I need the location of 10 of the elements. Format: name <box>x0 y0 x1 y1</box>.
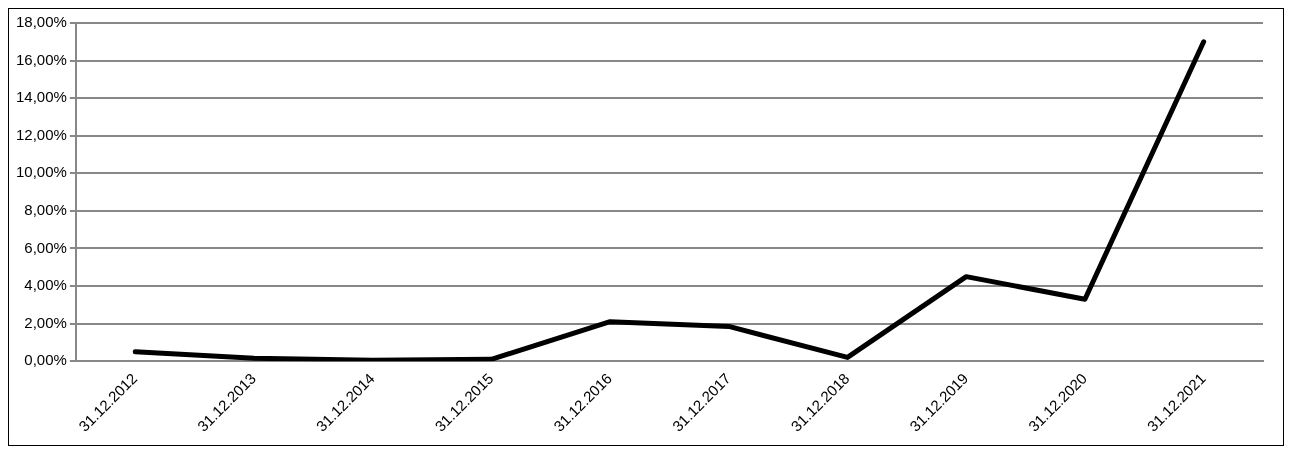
y-tick-label: 16,00% <box>16 50 67 68</box>
y-tick-label: 10,00% <box>16 163 67 181</box>
y-tick-label: 2,00% <box>24 313 67 331</box>
y-tick-label: 6,00% <box>24 238 67 256</box>
y-tick-label: 4,00% <box>24 276 67 294</box>
y-tick-label: 12,00% <box>16 125 67 143</box>
y-tick-label: 14,00% <box>16 88 67 106</box>
y-tick-label: 18,00% <box>16 13 67 31</box>
y-tick-label: 0,00% <box>24 351 67 369</box>
y-tick-label: 8,00% <box>24 201 67 219</box>
